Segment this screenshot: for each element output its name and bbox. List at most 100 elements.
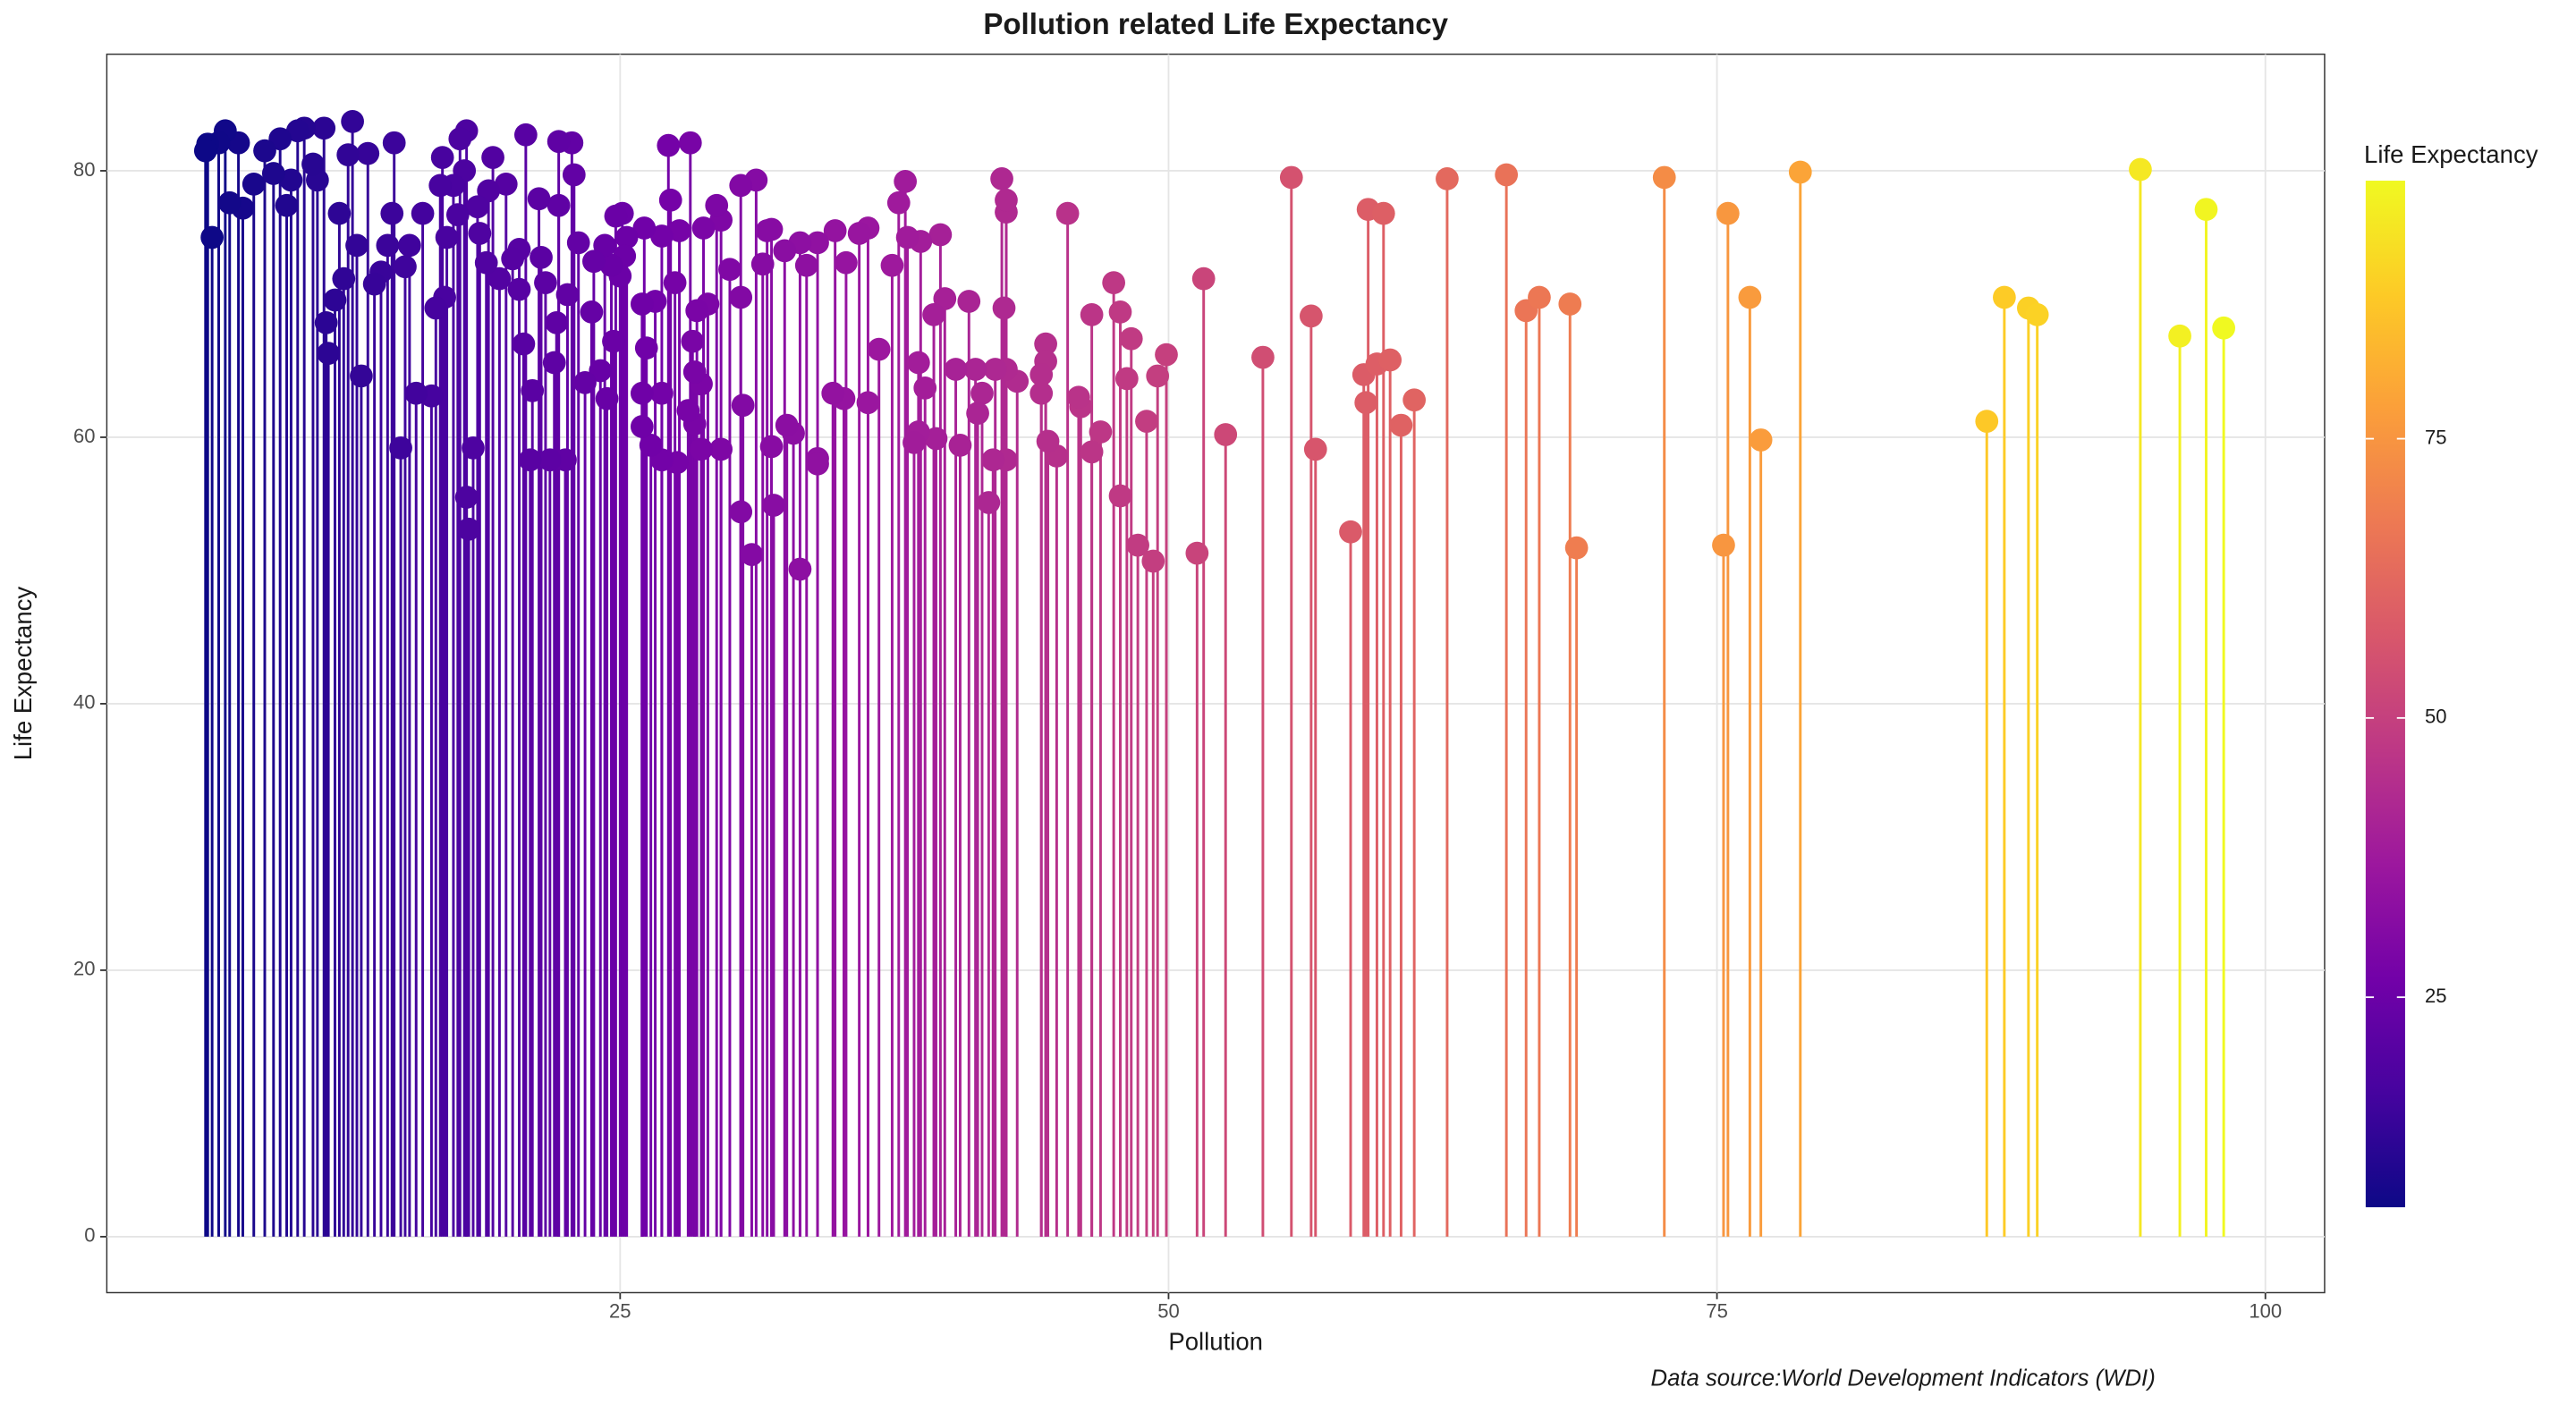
- point: [632, 216, 657, 240]
- point: [555, 283, 580, 307]
- point: [389, 436, 412, 460]
- point: [404, 381, 428, 405]
- point: [895, 225, 919, 250]
- point: [1141, 549, 1165, 573]
- point: [445, 203, 470, 227]
- point: [759, 435, 784, 459]
- point: [902, 431, 926, 454]
- point: [1564, 536, 1589, 560]
- point: [1354, 391, 1378, 415]
- point: [1749, 428, 1773, 452]
- point: [775, 413, 799, 437]
- point: [995, 188, 1018, 212]
- point: [1738, 285, 1762, 309]
- point: [507, 277, 531, 301]
- x-tick-label: 25: [609, 1299, 631, 1322]
- point: [448, 127, 472, 151]
- point: [718, 258, 741, 282]
- colorbar: [2365, 181, 2405, 1207]
- point: [1080, 303, 1104, 326]
- point: [1495, 163, 1519, 187]
- point: [462, 436, 485, 460]
- point: [1402, 388, 1426, 412]
- point: [709, 437, 733, 461]
- point: [1108, 484, 1132, 508]
- point: [705, 193, 729, 217]
- point: [356, 141, 380, 165]
- point: [454, 486, 479, 509]
- point: [512, 332, 536, 356]
- point: [380, 201, 404, 225]
- point: [966, 402, 989, 425]
- point: [602, 329, 625, 353]
- point: [1389, 413, 1413, 437]
- point: [327, 201, 352, 225]
- point: [731, 393, 755, 418]
- point: [963, 358, 987, 381]
- point: [650, 224, 674, 248]
- point: [1436, 167, 1459, 190]
- point: [794, 253, 818, 277]
- point: [514, 123, 538, 147]
- point: [740, 543, 764, 566]
- point: [314, 310, 338, 334]
- point: [336, 143, 360, 166]
- point: [667, 219, 691, 242]
- point: [729, 173, 753, 198]
- point: [1080, 440, 1104, 464]
- point: [398, 233, 421, 258]
- point: [729, 500, 753, 524]
- point: [880, 253, 904, 277]
- point: [983, 358, 1007, 381]
- point: [332, 266, 356, 291]
- point: [773, 239, 797, 263]
- point: [474, 250, 498, 275]
- point: [1185, 541, 1209, 565]
- point: [312, 116, 336, 140]
- point: [856, 391, 880, 415]
- point: [424, 296, 448, 320]
- point: [428, 173, 453, 198]
- chart-title: Pollution related Life Expectancy: [983, 8, 1448, 41]
- point: [345, 233, 369, 258]
- point: [1371, 201, 1395, 225]
- point: [2194, 198, 2218, 222]
- point: [788, 557, 812, 581]
- point: [663, 271, 687, 294]
- x-axis-title: Pollution: [1168, 1328, 1263, 1356]
- point: [1251, 345, 1275, 369]
- point: [1652, 165, 1676, 190]
- point: [604, 204, 628, 228]
- y-axis-title: Life Expectancy: [9, 587, 37, 761]
- point: [1034, 332, 1057, 356]
- point: [657, 133, 681, 157]
- colorbar-label: 50: [2425, 706, 2447, 728]
- point: [614, 225, 639, 250]
- point: [894, 170, 918, 193]
- point: [481, 146, 504, 169]
- point: [1191, 266, 1216, 291]
- point: [1788, 160, 1812, 184]
- point: [317, 342, 340, 365]
- point: [261, 162, 285, 185]
- caption: Data source:World Development Indicators…: [1651, 1366, 2156, 1391]
- point: [1126, 533, 1149, 557]
- x-tick-label: 50: [1157, 1299, 1180, 1322]
- point: [1030, 381, 1054, 405]
- point: [1214, 423, 1238, 446]
- point: [275, 193, 299, 217]
- point: [350, 364, 373, 388]
- point: [527, 187, 551, 211]
- point: [301, 152, 325, 176]
- point: [1300, 304, 1323, 328]
- point: [1303, 437, 1327, 461]
- point: [466, 195, 489, 219]
- y-tick-label: 20: [73, 958, 96, 980]
- point: [468, 222, 492, 245]
- point: [924, 427, 948, 451]
- point: [595, 386, 619, 410]
- point: [1378, 348, 1402, 372]
- point: [970, 381, 994, 405]
- point: [630, 292, 654, 316]
- point: [242, 173, 266, 196]
